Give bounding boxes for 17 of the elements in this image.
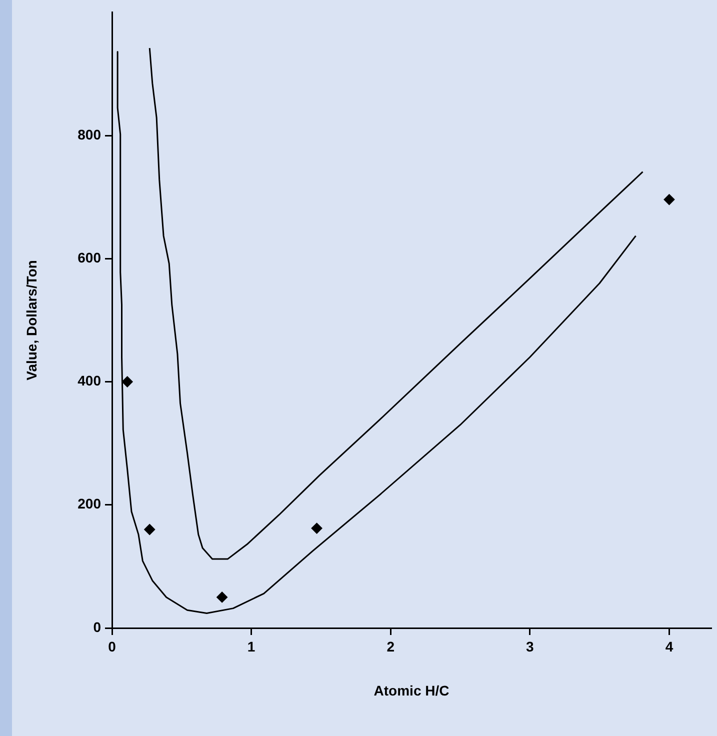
x-axis-title: Atomic H/C bbox=[374, 682, 450, 698]
point bbox=[216, 592, 228, 603]
x-tick-label: 3 bbox=[526, 638, 534, 654]
point bbox=[311, 522, 322, 534]
y-tick-label: 200 bbox=[78, 496, 102, 512]
x-tick-label: 4 bbox=[665, 638, 674, 654]
y-axis-title: Value, Dollars/Ton bbox=[23, 260, 40, 380]
x-tick-label: 0 bbox=[108, 638, 116, 654]
x-tick-label: 1 bbox=[247, 638, 256, 654]
x-tick-label: 2 bbox=[386, 638, 395, 654]
y-tick-label: 600 bbox=[78, 250, 102, 266]
point bbox=[122, 376, 133, 388]
point bbox=[664, 194, 675, 206]
point bbox=[144, 524, 156, 536]
y-tick-label: 0 bbox=[93, 618, 102, 635]
y-tick-label: 800 bbox=[78, 126, 102, 142]
y-tick-label: 400 bbox=[78, 372, 102, 389]
